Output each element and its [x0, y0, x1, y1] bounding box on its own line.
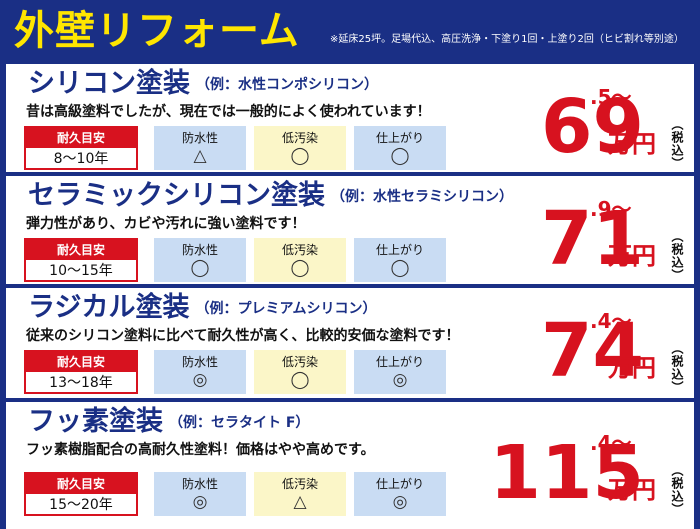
- tax-label: （税込）: [670, 464, 684, 516]
- lowstain-cell: 低汚染 ◯: [254, 350, 346, 394]
- durability-value: 13〜18年: [49, 375, 113, 391]
- finish-cell: 仕上がり ◎: [354, 472, 446, 516]
- plan-description: 昔は高級塗料でしたが、現在では一般的によく使われています！: [26, 104, 431, 120]
- lowstain-label: 低汚染: [281, 131, 318, 145]
- plan-example: （例：水性セラミシリコン）: [331, 189, 513, 205]
- durability-label: 耐久目安: [26, 240, 136, 260]
- header-note: ※延床25坪。足場代込、高圧洗浄・下塗り1回・上塗り2回（ヒビ割れ等別途）: [330, 34, 684, 45]
- plan-card-silicon: シリコン塗装 （例：水性コンポシリコン） 昔は高級塗料でしたが、現在では一般的によ…: [6, 64, 694, 172]
- finish-cell: 仕上がり ◯: [354, 238, 446, 282]
- plan-card-radical: ラジカル塗装 （例：プレミアムシリコン） 従来のシリコン塗料に比べて耐久性が高く、…: [6, 288, 694, 398]
- plan-description: 従来のシリコン塗料に比べて耐久性が高く、比較的安価な塗料です！: [26, 328, 460, 344]
- waterproof-label: 防水性: [181, 355, 218, 369]
- plan-example: （例：セラタイト F）: [169, 415, 310, 431]
- lowstain-rating: ◯: [290, 258, 310, 278]
- finish-rating: ◯: [390, 258, 410, 278]
- lowstain-rating: ◯: [290, 146, 310, 166]
- finish-label: 仕上がり: [375, 243, 424, 257]
- price-main: 115: [489, 430, 644, 516]
- plan-description: 弾力性があり、カビや汚れに強い塗料です！: [26, 216, 306, 232]
- price-unit: 万円: [608, 476, 656, 504]
- price-main: 71: [541, 196, 644, 282]
- lowstain-cell: 低汚染 ◯: [254, 126, 346, 170]
- price-main: 69: [541, 84, 644, 170]
- finish-cell: 仕上がり ◎: [354, 350, 446, 394]
- price-unit: 万円: [608, 354, 656, 382]
- tax-label: （税込）: [670, 342, 684, 394]
- plan-name: シリコン塗装 （例：水性コンポシリコン）: [28, 68, 378, 99]
- durability-box: 耐久目安 10〜15年: [24, 238, 138, 282]
- waterproof-label: 防水性: [181, 477, 218, 491]
- page-header: 外壁リフォーム ※延床25坪。足場代込、高圧洗浄・下塗り1回・上塗り2回（ヒビ割…: [0, 0, 700, 62]
- durability-box: 耐久目安 13〜18年: [24, 350, 138, 394]
- lowstain-cell: 低汚染 △: [254, 472, 346, 516]
- finish-rating: ◯: [390, 146, 410, 166]
- price: 69 .5〜 万円: [541, 86, 656, 164]
- finish-rating: ◎: [392, 492, 408, 512]
- finish-label: 仕上がり: [375, 355, 424, 369]
- lowstain-label: 低汚染: [281, 477, 318, 491]
- durability-label: 耐久目安: [26, 474, 136, 494]
- price: 74 .4〜 万円: [541, 310, 656, 388]
- waterproof-cell: 防水性 △: [154, 126, 246, 170]
- lowstain-cell: 低汚染 ◯: [254, 238, 346, 282]
- finish-cell: 仕上がり ◯: [354, 126, 446, 170]
- durability-label: 耐久目安: [26, 128, 136, 148]
- tax-label: （税込）: [670, 118, 684, 170]
- waterproof-cell: 防水性 ◎: [154, 472, 246, 516]
- plan-name: ラジカル塗装 （例：プレミアムシリコン）: [28, 292, 377, 323]
- lowstain-rating: ◯: [290, 370, 310, 390]
- durability-value: 10〜15年: [49, 263, 113, 279]
- waterproof-label: 防水性: [181, 131, 218, 145]
- price-unit: 万円: [608, 242, 656, 270]
- price-unit: 万円: [608, 130, 656, 158]
- tax-label: （税込）: [670, 230, 684, 282]
- price-decimal: .5〜: [590, 85, 632, 109]
- finish-label: 仕上がり: [375, 477, 424, 491]
- lowstain-label: 低汚染: [281, 355, 318, 369]
- price-main: 74: [541, 308, 644, 394]
- waterproof-rating: ◎: [192, 492, 208, 512]
- price-decimal: .4〜: [590, 309, 632, 333]
- price-decimal: .4〜: [590, 431, 632, 455]
- durability-box: 耐久目安 15〜20年: [24, 472, 138, 516]
- price-decimal: .9〜: [590, 197, 632, 221]
- finish-label: 仕上がり: [375, 131, 424, 145]
- waterproof-cell: 防水性 ◯: [154, 238, 246, 282]
- durability-label: 耐久目安: [26, 352, 136, 372]
- plan-card-ceramic-silicon: セラミックシリコン塗装 （例：水性セラミシリコン） 弾力性があり、カビや汚れに強い…: [6, 176, 694, 284]
- page-title: 外壁リフォーム: [14, 8, 300, 54]
- waterproof-cell: 防水性 ◎: [154, 350, 246, 394]
- plan-card-fluorine: フッ素塗装 （例：セラタイト F） フッ素樹脂配合の高耐久性塗料！価格はやや高めで…: [6, 402, 694, 529]
- lowstain-rating: △: [293, 492, 307, 512]
- plan-name: セラミックシリコン塗装 （例：水性セラミシリコン）: [28, 180, 513, 211]
- lowstain-label: 低汚染: [281, 243, 318, 257]
- price: 71 .9〜 万円: [541, 198, 656, 276]
- price: 115 .4〜 万円: [490, 432, 656, 510]
- plan-example: （例：水性コンポシリコン）: [196, 77, 378, 93]
- waterproof-label: 防水性: [181, 243, 218, 257]
- plan-example: （例：プレミアムシリコン）: [195, 301, 377, 317]
- plan-description: フッ素樹脂配合の高耐久性塗料！価格はやや高めです。: [26, 442, 375, 458]
- waterproof-rating: △: [193, 146, 207, 166]
- waterproof-rating: ◎: [192, 370, 208, 390]
- durability-value: 15〜20年: [49, 497, 113, 513]
- durability-value: 8〜10年: [53, 151, 109, 167]
- waterproof-rating: ◯: [190, 258, 210, 278]
- plan-name: フッ素塗装 （例：セラタイト F）: [28, 406, 310, 437]
- finish-rating: ◎: [392, 370, 408, 390]
- durability-box: 耐久目安 8〜10年: [24, 126, 138, 170]
